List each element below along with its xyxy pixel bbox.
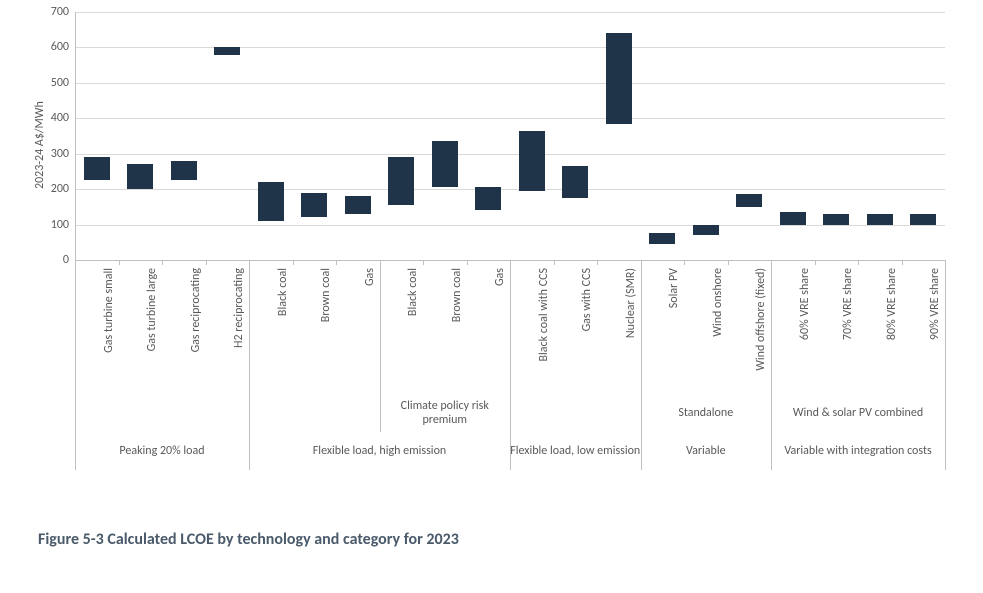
tick-mark <box>162 260 163 265</box>
y-tick-label: 300 <box>51 147 69 161</box>
y-axis-line <box>75 12 76 260</box>
range-bar <box>214 47 240 54</box>
item-label: Gas <box>493 268 507 388</box>
subgroup-label <box>75 394 249 432</box>
range-bar <box>171 161 197 180</box>
item-label: Brown coal <box>319 268 333 388</box>
item-label: Black coal <box>276 268 290 388</box>
range-bar <box>780 212 806 224</box>
range-bar <box>301 193 327 218</box>
subgroup-label <box>510 394 641 432</box>
tick-mark <box>597 260 598 265</box>
y-tick-label: 500 <box>51 76 69 90</box>
subgroup-label: Wind & solar PV combined <box>771 394 945 432</box>
y-axis-title: 2023-24 A$/MWh <box>33 101 47 189</box>
item-label: Nuclear (SMR) <box>624 268 638 388</box>
range-bar <box>562 166 588 198</box>
item-label: Gas turbine large <box>145 268 159 388</box>
range-bar <box>867 214 893 225</box>
item-label: Black coal with CCS <box>537 268 551 388</box>
range-bar <box>910 214 936 225</box>
item-label: 60% VRE share <box>798 268 812 388</box>
tick-mark <box>684 260 685 265</box>
item-label: Gas reciprocating <box>189 268 203 388</box>
item-label: Gas <box>363 268 377 388</box>
tick-mark <box>858 260 859 265</box>
range-bar <box>432 141 458 187</box>
item-label: 90% VRE share <box>928 268 942 388</box>
item-label: Gas turbine small <box>102 268 116 388</box>
group-label: Flexible load, low emission <box>510 432 641 470</box>
item-label: Black coal <box>406 268 420 388</box>
y-tick-label: 200 <box>51 182 69 196</box>
tick-mark <box>554 260 555 265</box>
tick-mark <box>423 260 424 265</box>
tick-mark <box>119 260 120 265</box>
range-bar <box>258 182 284 221</box>
tick-mark <box>467 260 468 265</box>
y-tick-label: 100 <box>51 218 69 232</box>
group-label: Flexible load, high emission <box>249 432 510 470</box>
range-bar <box>519 131 545 191</box>
subgroup-label: Standalone <box>641 394 772 432</box>
tick-mark <box>902 260 903 265</box>
range-bar <box>649 233 675 244</box>
range-bar <box>475 187 501 210</box>
y-tick-label: 400 <box>51 111 69 125</box>
item-label: 70% VRE share <box>841 268 855 388</box>
subgroup-label <box>249 394 380 432</box>
item-label: Solar PV <box>667 268 681 388</box>
range-bar <box>127 164 153 189</box>
y-tick-label: 700 <box>51 5 69 19</box>
item-label: H2 reciprocating <box>232 268 246 388</box>
group-label: Peaking 20% load <box>75 432 249 470</box>
range-bar <box>736 194 762 206</box>
bars-layer <box>75 12 945 260</box>
tick-mark <box>945 260 946 470</box>
item-label: Gas with CCS <box>580 268 594 388</box>
range-bar <box>606 33 632 123</box>
item-label: Wind onshore <box>711 268 725 388</box>
range-bar <box>693 225 719 236</box>
item-label: Brown coal <box>450 268 464 388</box>
subgroup-label: Climate policy risk premium <box>380 394 511 432</box>
range-bar <box>345 196 371 214</box>
item-label: 80% VRE share <box>885 268 899 388</box>
figure-caption: Figure 5-3 Calculated LCOE by technology… <box>38 530 459 549</box>
item-label: Wind offshore (fixed) <box>754 268 768 388</box>
range-bar <box>388 157 414 205</box>
group-label: Variable <box>641 432 772 470</box>
lcoe-range-chart: 0100200300400500600700 <box>75 12 945 260</box>
tick-mark <box>336 260 337 265</box>
tick-mark <box>293 260 294 265</box>
range-bar <box>84 157 110 180</box>
group-label: Variable with integration costs <box>771 432 945 470</box>
tick-mark <box>728 260 729 265</box>
y-tick-label: 600 <box>51 40 69 54</box>
range-bar <box>823 214 849 225</box>
tick-mark <box>206 260 207 265</box>
y-tick-label: 0 <box>63 253 69 267</box>
tick-mark <box>815 260 816 265</box>
